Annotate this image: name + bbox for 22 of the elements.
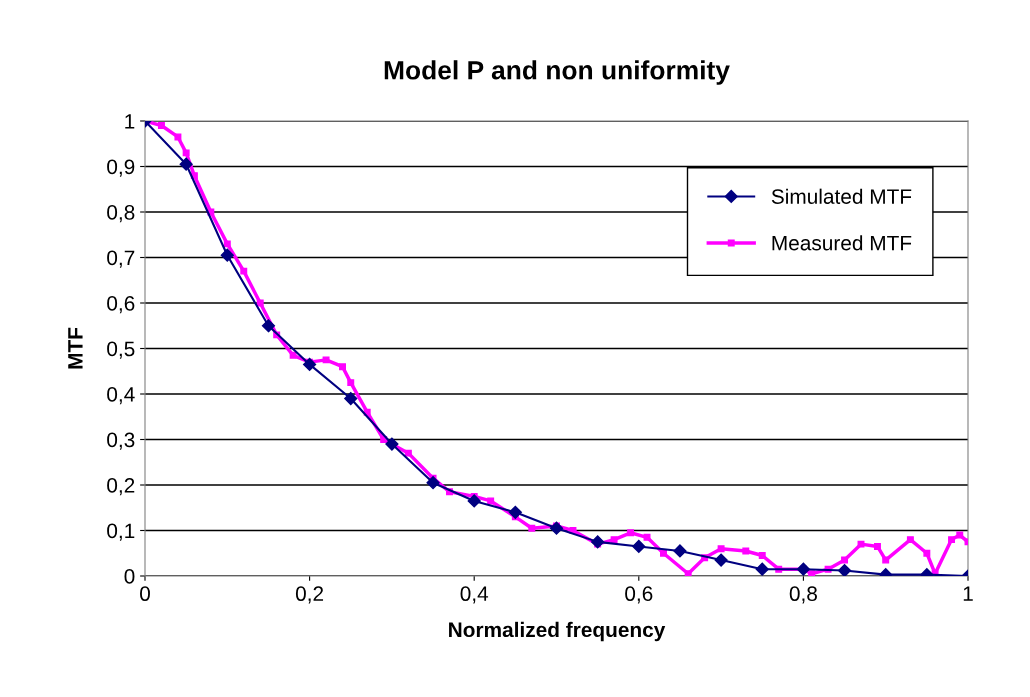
legend-label: Measured MTF [772,235,912,251]
chart-title: Model P and non uniformity [384,60,730,85]
x-tick-label: 1 [963,586,973,601]
y-tick-label: 0,7 [107,250,135,268]
y-tick-label: 0 [124,569,135,584]
y-tick-label: 0,6 [107,296,135,314]
y-tick-label: 0,5 [107,341,135,359]
legend-label: Simulated MTF [771,188,912,204]
x-tick-label: 0,6 [625,586,653,604]
y-tick-label: 0,9 [107,159,135,177]
y-tick-label: 1 [125,114,135,129]
x-tick-label: 0 [140,586,150,602]
x-tick-label: 0,2 [295,586,324,604]
y-tick-label: 0,2 [107,478,135,496]
x-tick-label: 0,8 [789,586,817,604]
y-tick-label: 0,3 [107,432,135,450]
x-tick-label: 0,4 [460,586,489,604]
y-tick-label: 0,1 [107,523,135,541]
y-tick-label: 0,8 [107,205,135,223]
y-tick-label: 0,4 [107,387,135,405]
x-axis-title: Normalized frequency [449,621,666,642]
y-axis-title: MTF [68,327,83,369]
